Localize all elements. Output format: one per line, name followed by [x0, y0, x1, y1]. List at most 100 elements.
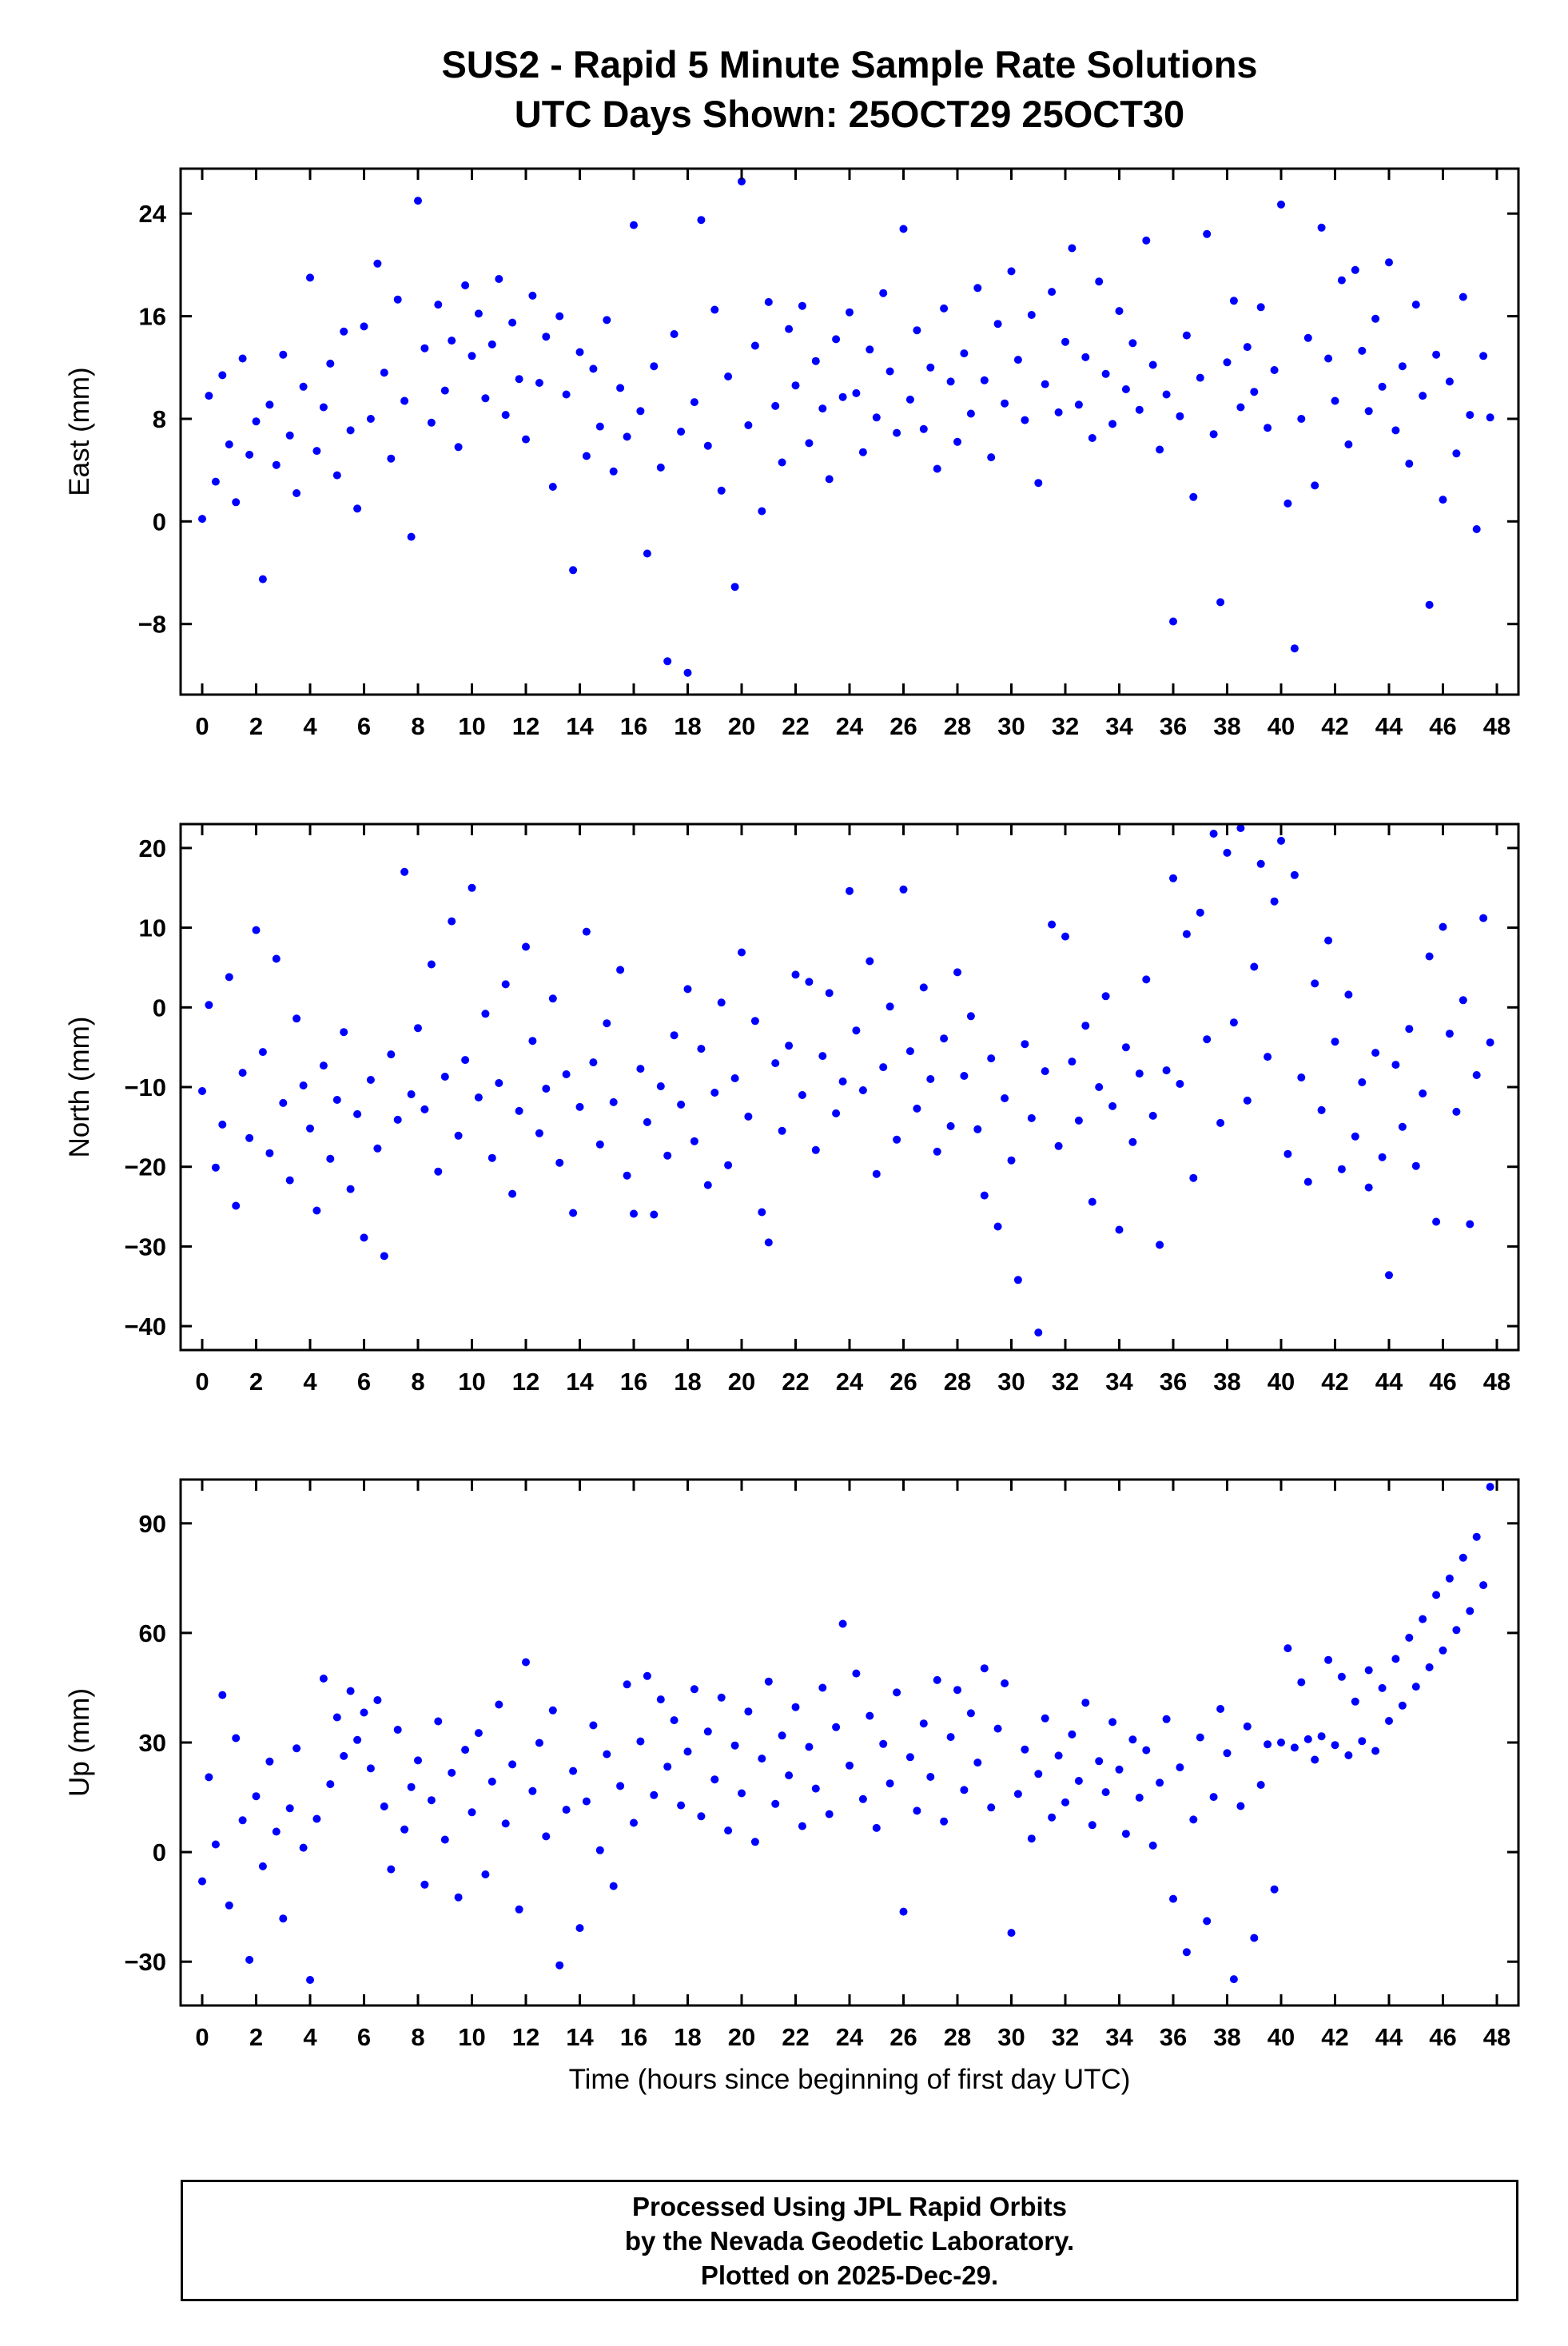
x-tick-label: 10	[458, 2023, 485, 2051]
data-point	[575, 1102, 584, 1111]
data-point	[690, 1685, 698, 1694]
data-point	[703, 1181, 712, 1189]
data-point	[623, 432, 631, 441]
data-point	[933, 1147, 941, 1156]
x-tick-label: 0	[195, 712, 209, 740]
data-point	[926, 363, 935, 372]
data-point	[1331, 1741, 1339, 1750]
data-point	[1344, 1751, 1353, 1759]
x-tick-label: 38	[1213, 712, 1240, 740]
data-point	[1074, 1116, 1083, 1125]
data-point	[326, 1154, 335, 1163]
data-point	[960, 1786, 969, 1794]
data-point	[744, 421, 753, 429]
x-tick-label: 44	[1375, 712, 1403, 740]
data-point	[791, 970, 800, 979]
x-tick-label: 38	[1213, 1368, 1240, 1396]
data-point	[825, 1810, 834, 1818]
data-point	[603, 1750, 611, 1759]
data-point	[555, 1961, 564, 1970]
data-point	[1425, 952, 1434, 961]
data-point	[1088, 1821, 1096, 1830]
data-point	[1074, 1777, 1083, 1785]
data-point	[623, 1171, 631, 1180]
data-point	[798, 1822, 806, 1830]
data-point	[738, 948, 746, 957]
data-point	[818, 1683, 827, 1692]
data-point	[1311, 979, 1319, 988]
x-tick-label: 26	[889, 1368, 917, 1396]
x-tick-label: 16	[620, 1368, 647, 1396]
data-point	[448, 917, 456, 926]
data-point	[1034, 1770, 1043, 1778]
data-point	[211, 477, 220, 486]
data-point	[522, 1658, 530, 1667]
data-point	[1371, 314, 1380, 323]
x-tick-label: 18	[674, 1368, 701, 1396]
data-point	[758, 1208, 766, 1217]
data-point	[1351, 265, 1359, 274]
x-tick-label: 32	[1052, 712, 1079, 740]
data-point	[905, 1753, 914, 1762]
data-point	[1445, 377, 1454, 386]
data-point	[1398, 1701, 1407, 1710]
data-point	[1303, 1177, 1312, 1186]
data-point	[1439, 1646, 1447, 1655]
data-point	[272, 1827, 281, 1836]
data-point	[319, 403, 328, 412]
data-point	[670, 1031, 679, 1040]
data-point	[750, 1838, 759, 1846]
data-point	[1472, 1071, 1481, 1079]
data-point	[595, 422, 604, 431]
data-point	[946, 1121, 955, 1130]
data-point	[522, 435, 530, 444]
x-tick-label: 30	[997, 2023, 1025, 2051]
data-point	[1054, 1141, 1063, 1150]
x-tick-label: 22	[782, 2023, 809, 2051]
data-point	[717, 1693, 726, 1702]
data-point	[535, 379, 543, 387]
data-point	[1432, 1591, 1441, 1599]
data-point	[946, 1733, 955, 1742]
y-tick-label: −30	[124, 1233, 166, 1261]
data-point	[1007, 1929, 1016, 1938]
x-tick-label: 4	[303, 1368, 317, 1396]
data-point	[555, 1158, 564, 1167]
data-point	[778, 1126, 786, 1135]
data-point	[265, 1757, 274, 1766]
data-point	[1270, 1885, 1279, 1894]
data-point	[1303, 333, 1312, 342]
data-point	[1196, 1733, 1204, 1742]
data-point	[373, 1144, 382, 1153]
data-point	[953, 968, 961, 977]
data-point	[380, 1802, 388, 1810]
data-point	[838, 1619, 847, 1628]
x-tick-label: 2	[249, 2023, 263, 2051]
x-tick-label: 6	[357, 712, 371, 740]
y-tick-label: 0	[153, 508, 166, 536]
data-point	[360, 322, 368, 331]
data-point	[603, 1019, 611, 1028]
data-point	[225, 440, 233, 448]
data-point	[825, 475, 834, 484]
data-point	[1061, 337, 1069, 346]
x-tick-label: 10	[458, 712, 485, 740]
x-tick-label: 46	[1429, 2023, 1456, 2051]
x-tick-label: 48	[1483, 712, 1510, 740]
data-point	[636, 1737, 645, 1746]
data-point	[306, 1976, 314, 1984]
data-point	[852, 1669, 861, 1678]
data-point	[1385, 1717, 1393, 1725]
data-point	[407, 1090, 416, 1098]
data-point	[1486, 1483, 1494, 1492]
data-point	[656, 1695, 665, 1704]
data-point	[1027, 311, 1036, 319]
data-point	[872, 1169, 881, 1178]
x-tick-label: 38	[1213, 2023, 1240, 2051]
y-tick-label: 0	[153, 1838, 166, 1866]
data-point	[852, 1026, 861, 1035]
data-point	[805, 978, 814, 986]
data-point	[1236, 824, 1245, 832]
data-point	[811, 1145, 820, 1154]
data-point	[1344, 440, 1353, 448]
